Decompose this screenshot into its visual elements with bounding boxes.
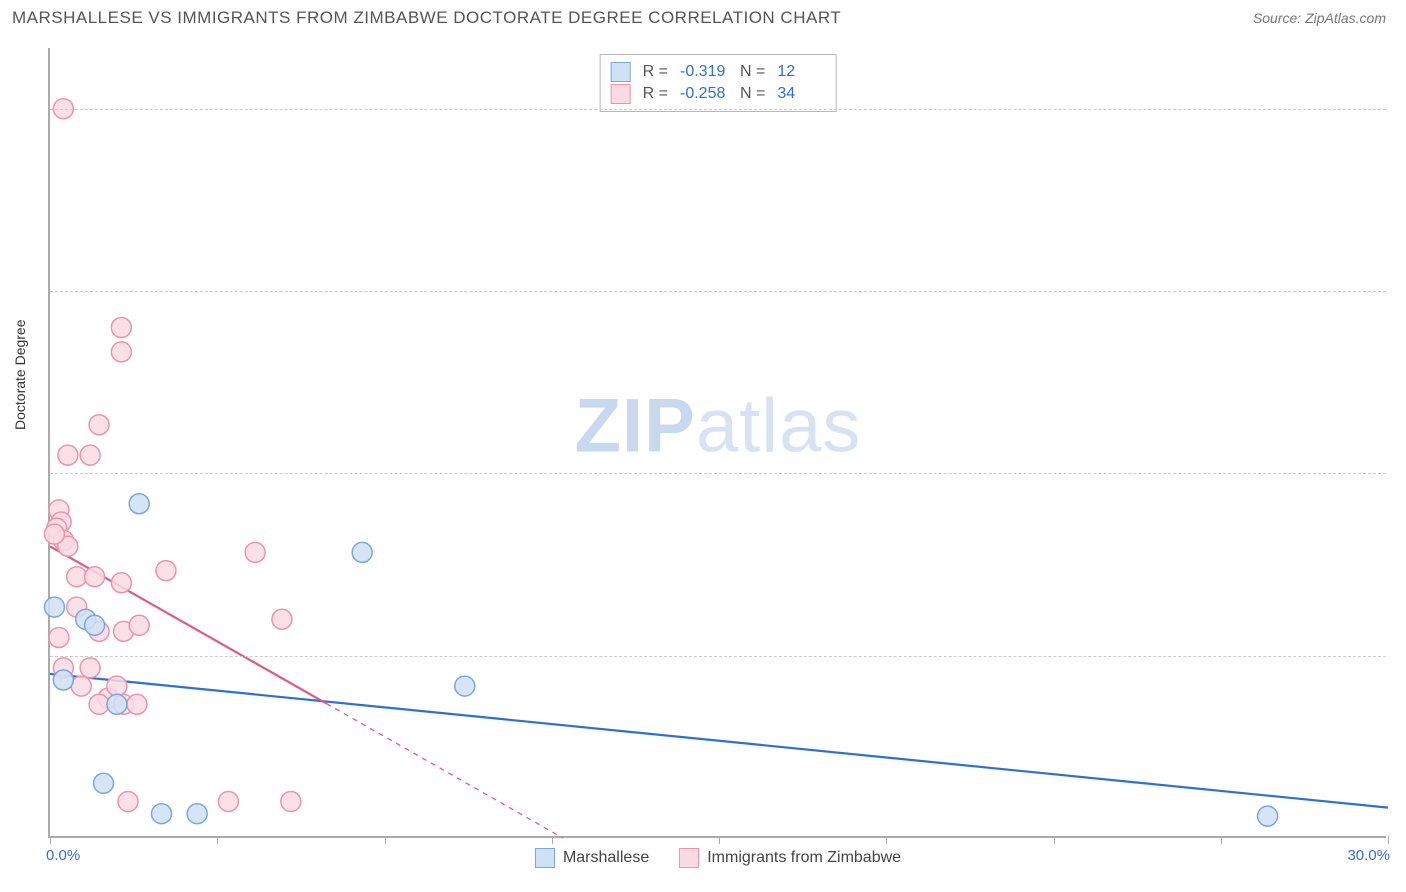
data-point	[218, 792, 238, 812]
x-tick	[552, 836, 553, 844]
legend-item-0: Marshallese	[535, 848, 649, 868]
plot-container: ZIPatlas R = -0.319 N = 12 R = -0.258 N …	[48, 48, 1386, 838]
data-point	[281, 792, 301, 812]
data-point	[80, 445, 100, 465]
scatter-svg	[50, 48, 1388, 838]
data-point	[118, 792, 138, 812]
x-tick	[50, 836, 51, 844]
swatch-icon	[679, 848, 699, 868]
swatch-icon	[535, 848, 555, 868]
gridline-h	[50, 291, 1386, 292]
data-point	[89, 415, 109, 435]
legend-stats-row-1: R = -0.258 N = 34	[611, 83, 826, 105]
data-point	[156, 561, 176, 581]
n-label: N =	[740, 85, 765, 103]
data-point	[71, 676, 91, 696]
data-point	[58, 445, 78, 465]
x-tick	[1388, 836, 1389, 844]
gridline-h	[50, 109, 1386, 110]
data-point	[107, 676, 127, 696]
y-axis-label: Doctorate Degree	[12, 319, 28, 430]
data-point	[94, 773, 114, 793]
data-point	[89, 694, 109, 714]
plot-area: ZIPatlas R = -0.319 N = 12 R = -0.258 N …	[48, 48, 1386, 838]
data-point	[272, 609, 292, 629]
trend-line-dash	[327, 704, 563, 838]
data-point	[67, 567, 87, 587]
data-point	[107, 694, 127, 714]
n-value-1: 34	[777, 85, 825, 103]
data-point	[1258, 806, 1278, 826]
x-tick	[385, 836, 386, 844]
data-point	[187, 804, 207, 824]
r-label: R =	[643, 63, 668, 81]
x-tick	[217, 836, 218, 844]
trend-line	[50, 674, 1388, 808]
data-point	[44, 524, 64, 544]
data-point	[152, 804, 172, 824]
data-point	[44, 597, 64, 617]
chart-header: MARSHALLESE VS IMMIGRANTS FROM ZIMBABWE …	[0, 0, 1406, 32]
x-tick	[719, 836, 720, 844]
x-axis-min: 0.0%	[46, 847, 80, 864]
data-point	[85, 567, 105, 587]
data-point	[352, 542, 372, 562]
data-point	[127, 694, 147, 714]
data-point	[111, 318, 131, 338]
legend-stats: R = -0.319 N = 12 R = -0.258 N = 34	[600, 54, 837, 112]
swatch-zimbabwe	[611, 84, 631, 104]
r-value-0: -0.319	[680, 63, 728, 81]
r-label: R =	[643, 85, 668, 103]
data-point	[49, 627, 69, 647]
gridline-h	[50, 473, 1386, 474]
chart-source: Source: ZipAtlas.com	[1253, 10, 1386, 26]
gridline-h	[50, 656, 1386, 657]
legend-label-0: Marshallese	[563, 849, 649, 867]
legend-label-1: Immigrants from Zimbabwe	[707, 849, 901, 867]
r-value-1: -0.258	[680, 85, 728, 103]
data-point	[129, 615, 149, 635]
x-tick	[886, 836, 887, 844]
data-point	[85, 615, 105, 635]
data-point	[129, 494, 149, 514]
data-point	[111, 342, 131, 362]
legend-series: Marshallese Immigrants from Zimbabwe	[535, 848, 901, 868]
x-tick	[1221, 836, 1222, 844]
data-point	[53, 670, 73, 690]
x-tick	[1054, 836, 1055, 844]
data-point	[80, 658, 100, 678]
legend-stats-row-0: R = -0.319 N = 12	[611, 61, 826, 83]
n-label: N =	[740, 63, 765, 81]
data-point	[455, 676, 475, 696]
n-value-0: 12	[777, 63, 825, 81]
data-point	[111, 573, 131, 593]
x-axis-max: 30.0%	[1347, 847, 1390, 864]
legend-item-1: Immigrants from Zimbabwe	[679, 848, 901, 868]
data-point	[245, 542, 265, 562]
swatch-marshallese	[611, 62, 631, 82]
chart-title: MARSHALLESE VS IMMIGRANTS FROM ZIMBABWE …	[12, 8, 841, 28]
